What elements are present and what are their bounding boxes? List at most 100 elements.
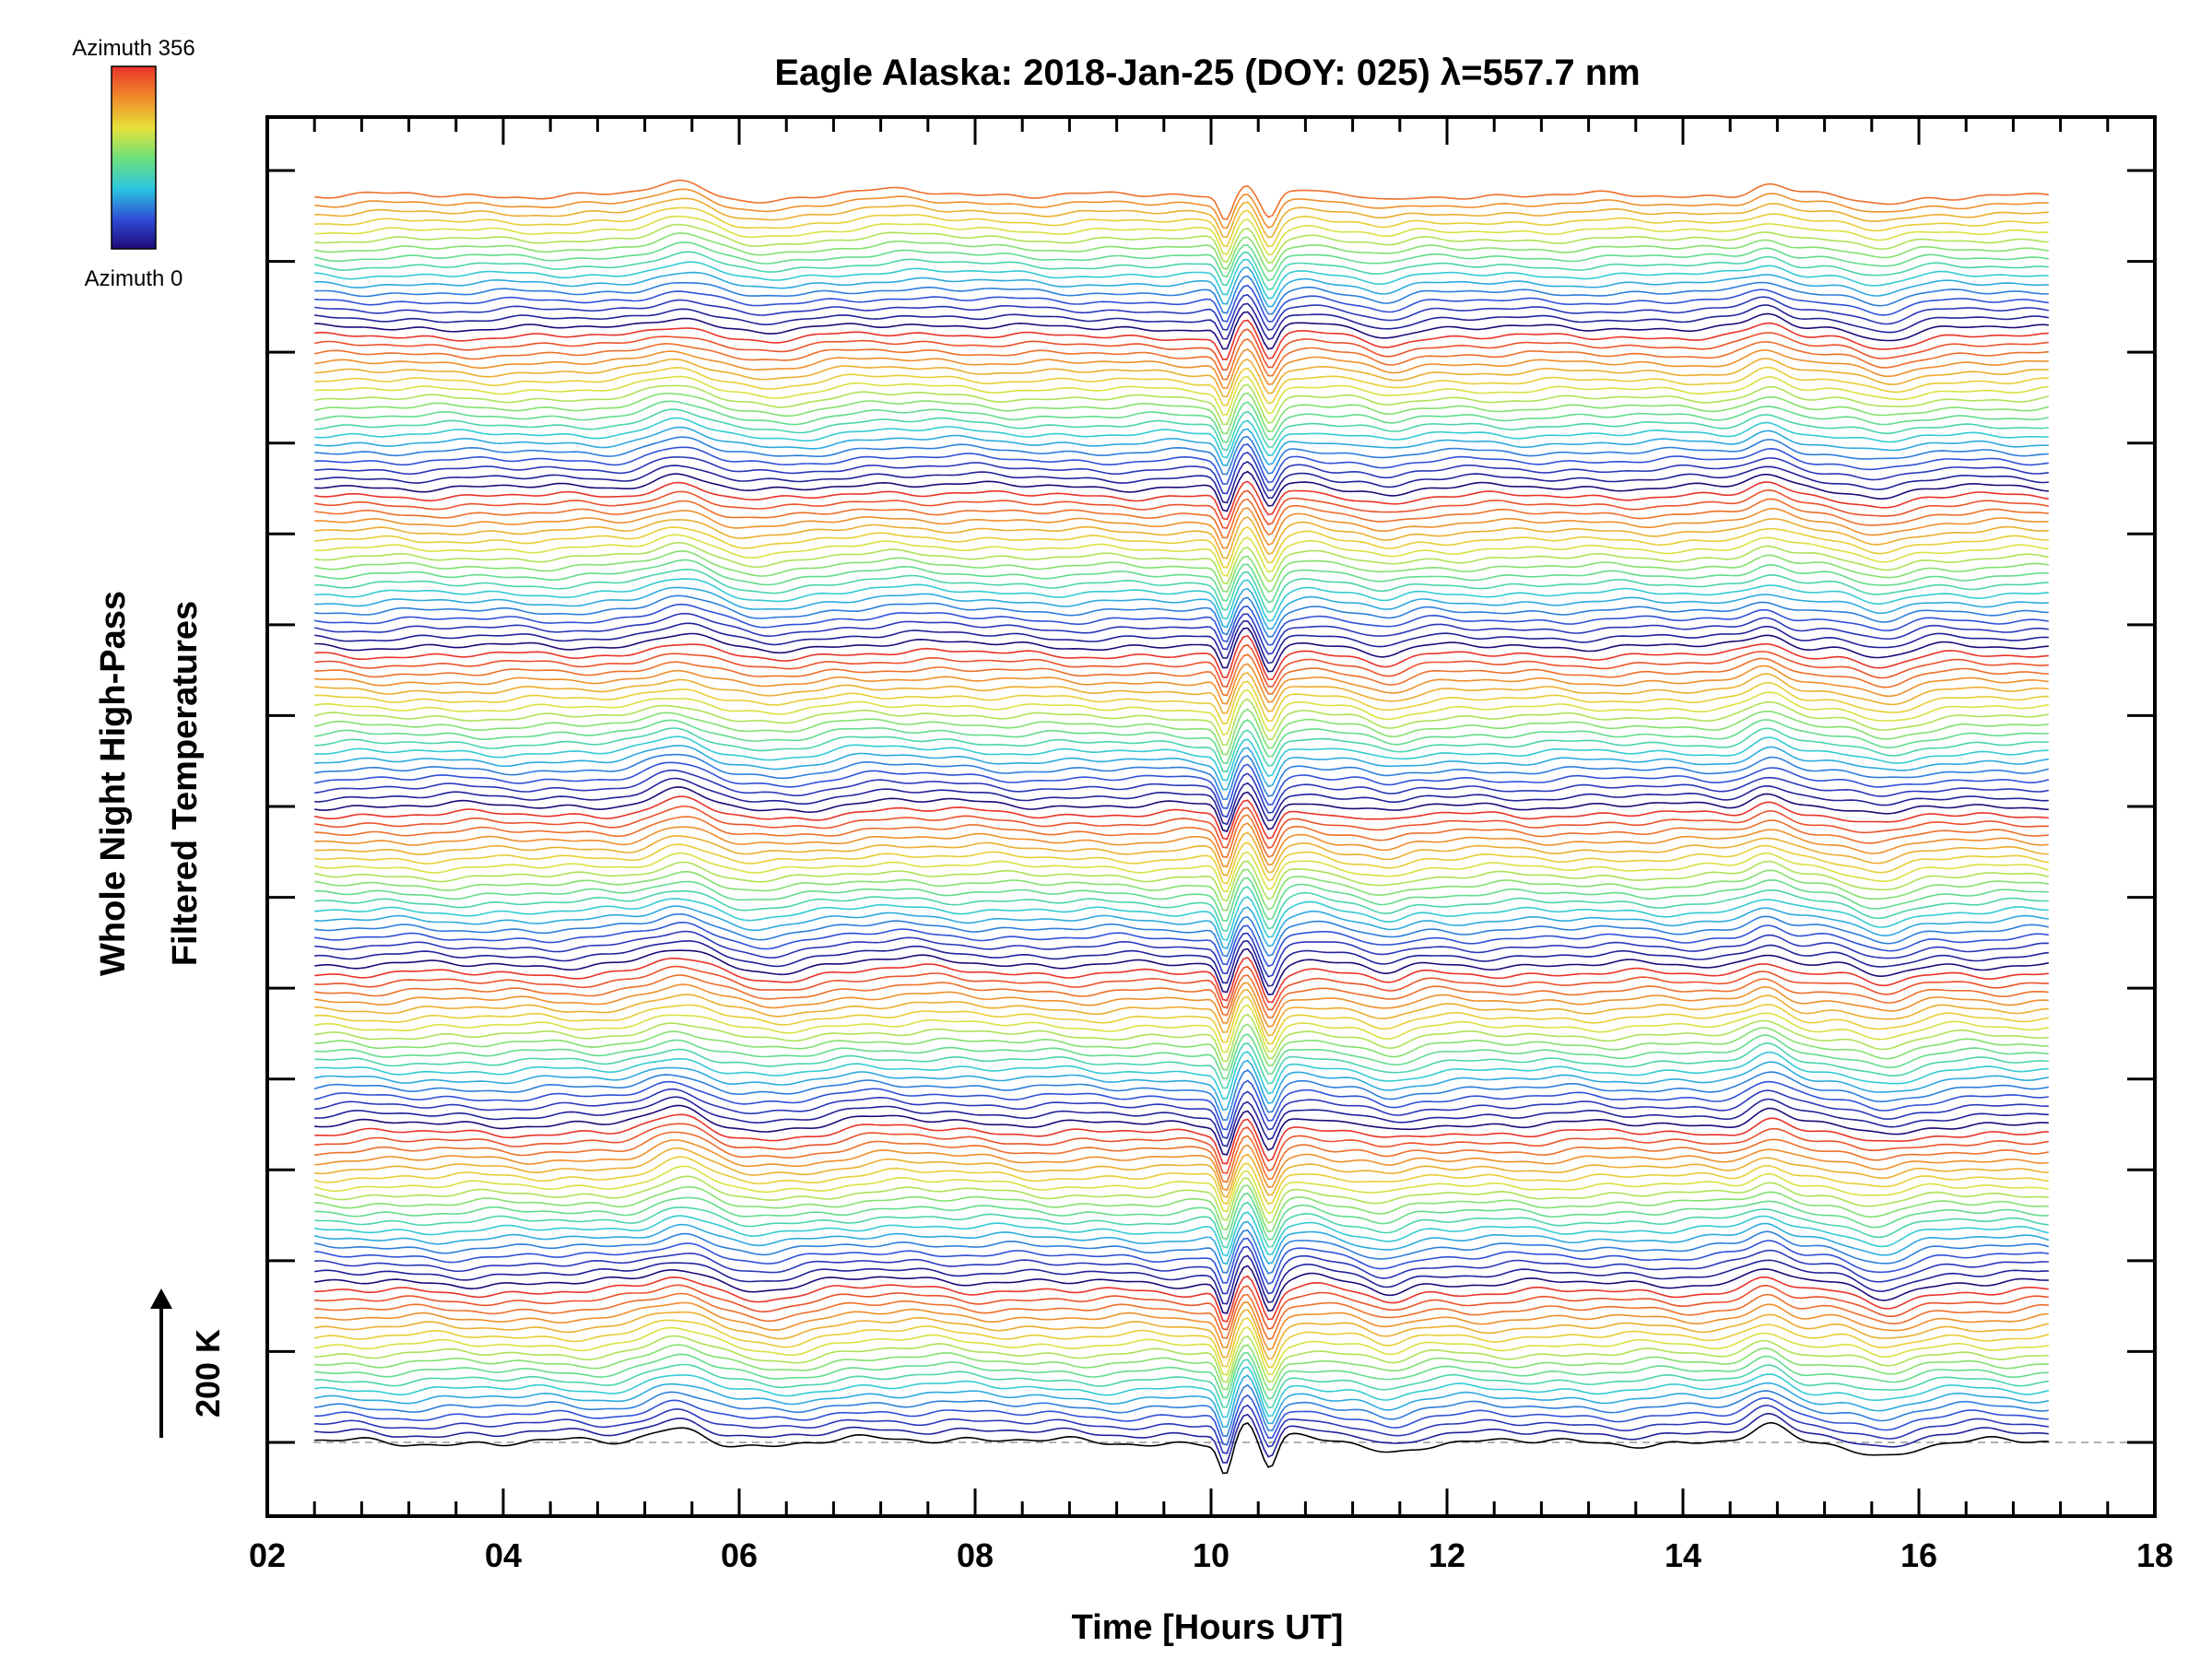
series-line bbox=[314, 302, 2049, 340]
series-line bbox=[314, 232, 2049, 273]
chart-title: Eagle Alaska: 2018-Jan-25 (DOY: 025) λ=5… bbox=[774, 53, 1640, 93]
series-line bbox=[314, 930, 2049, 978]
series-line bbox=[314, 1013, 2049, 1063]
series-line bbox=[314, 1088, 2049, 1139]
series-line bbox=[313, 1220, 2050, 1265]
series-line bbox=[314, 1344, 2049, 1391]
series-line bbox=[314, 319, 2049, 360]
series-line bbox=[314, 549, 2049, 594]
x-tick-label: 12 bbox=[1429, 1536, 1465, 1574]
series-line bbox=[314, 1245, 2049, 1295]
series-line bbox=[314, 470, 2049, 512]
colorbar-bottom-label: Azimuth 0 bbox=[85, 266, 183, 291]
series-line bbox=[314, 179, 2049, 221]
series-line bbox=[314, 612, 2049, 655]
axis-ticks bbox=[265, 117, 2157, 1516]
series-line bbox=[314, 337, 2049, 381]
series-line bbox=[314, 1131, 2049, 1183]
series-line bbox=[314, 1359, 2049, 1409]
series-line bbox=[314, 822, 2049, 868]
series-line bbox=[314, 1033, 2049, 1080]
series-line bbox=[314, 392, 2050, 435]
series-line bbox=[314, 451, 2049, 495]
series-line bbox=[314, 480, 2049, 521]
series-line bbox=[314, 957, 2049, 1004]
series-line bbox=[314, 328, 2049, 371]
series-line bbox=[314, 1335, 2049, 1383]
series-line bbox=[314, 1079, 2049, 1131]
series-line bbox=[314, 516, 2049, 559]
x-tick-labels: 02 04 06 08 10 12 14 16 18 bbox=[249, 1536, 2173, 1574]
series-line bbox=[314, 851, 2050, 893]
series-line bbox=[314, 1383, 2049, 1438]
series-line bbox=[314, 719, 2049, 765]
series-line bbox=[314, 1309, 2049, 1360]
series-line bbox=[314, 197, 2049, 239]
series-line bbox=[314, 1096, 2049, 1147]
series-line bbox=[314, 947, 2049, 995]
series-line bbox=[314, 1237, 2049, 1286]
scale-bar-label: 200 K bbox=[189, 1329, 227, 1418]
series-line bbox=[314, 358, 2049, 398]
x-tick-label: 16 bbox=[1900, 1536, 1937, 1574]
series-line bbox=[314, 1051, 2049, 1100]
series-line bbox=[314, 974, 2049, 1019]
series-line bbox=[314, 1421, 2049, 1475]
series-line bbox=[314, 841, 2049, 885]
series-line bbox=[314, 688, 2049, 735]
x-axis-label: Time [Hours UT] bbox=[1072, 1608, 1344, 1647]
series-line bbox=[314, 708, 2049, 756]
series-line bbox=[314, 1230, 2050, 1275]
x-tick-label: 04 bbox=[485, 1536, 522, 1574]
series-line bbox=[314, 868, 2049, 912]
series-line bbox=[314, 1351, 2049, 1400]
series-line bbox=[314, 761, 2050, 809]
series-line bbox=[314, 982, 2049, 1028]
series-line bbox=[314, 408, 2049, 452]
series-line bbox=[314, 366, 2049, 406]
series-line bbox=[314, 525, 2049, 569]
series-line bbox=[314, 806, 2049, 850]
series-line bbox=[314, 653, 2049, 697]
series-lines bbox=[313, 179, 2050, 1475]
series-line bbox=[314, 627, 2049, 673]
series-line bbox=[314, 643, 2049, 688]
series-line bbox=[314, 188, 2049, 229]
series-line bbox=[314, 206, 2049, 248]
series-line bbox=[314, 1275, 2049, 1323]
series-line bbox=[314, 559, 2049, 604]
series-line bbox=[314, 383, 2049, 426]
y-axis-label-line2: Filtered Temperatures bbox=[166, 601, 205, 966]
series-line bbox=[314, 939, 2049, 987]
series-line bbox=[314, 965, 2049, 1011]
series-line bbox=[314, 1374, 2049, 1429]
series-line bbox=[314, 348, 2049, 390]
series-line bbox=[314, 251, 2049, 291]
series-line bbox=[314, 1211, 2049, 1257]
series-line bbox=[314, 443, 2049, 485]
scale-arrow-head bbox=[150, 1288, 172, 1309]
x-tick-label: 10 bbox=[1193, 1536, 1230, 1574]
series-line bbox=[314, 1265, 2049, 1314]
series-line bbox=[314, 680, 2049, 725]
series-line bbox=[314, 426, 2049, 466]
series-line bbox=[314, 417, 2049, 459]
series-line bbox=[314, 1284, 2049, 1331]
series-line bbox=[314, 1301, 2049, 1351]
series-line bbox=[314, 620, 2049, 665]
series-line bbox=[314, 294, 2049, 331]
series-line bbox=[314, 1139, 2049, 1192]
series-line bbox=[314, 635, 2049, 680]
series-line bbox=[313, 1156, 2049, 1206]
scale-bar: 200 K bbox=[150, 1288, 227, 1438]
series-line bbox=[314, 795, 2049, 841]
series-line bbox=[314, 375, 2049, 416]
series-line bbox=[314, 275, 2049, 315]
series-line bbox=[314, 735, 2049, 782]
series-line bbox=[314, 786, 2049, 833]
x-tick-label: 02 bbox=[249, 1536, 286, 1574]
series-line bbox=[314, 1317, 2050, 1369]
series-line bbox=[314, 435, 2049, 476]
series-line bbox=[314, 1175, 2049, 1224]
series-line bbox=[314, 534, 2049, 577]
